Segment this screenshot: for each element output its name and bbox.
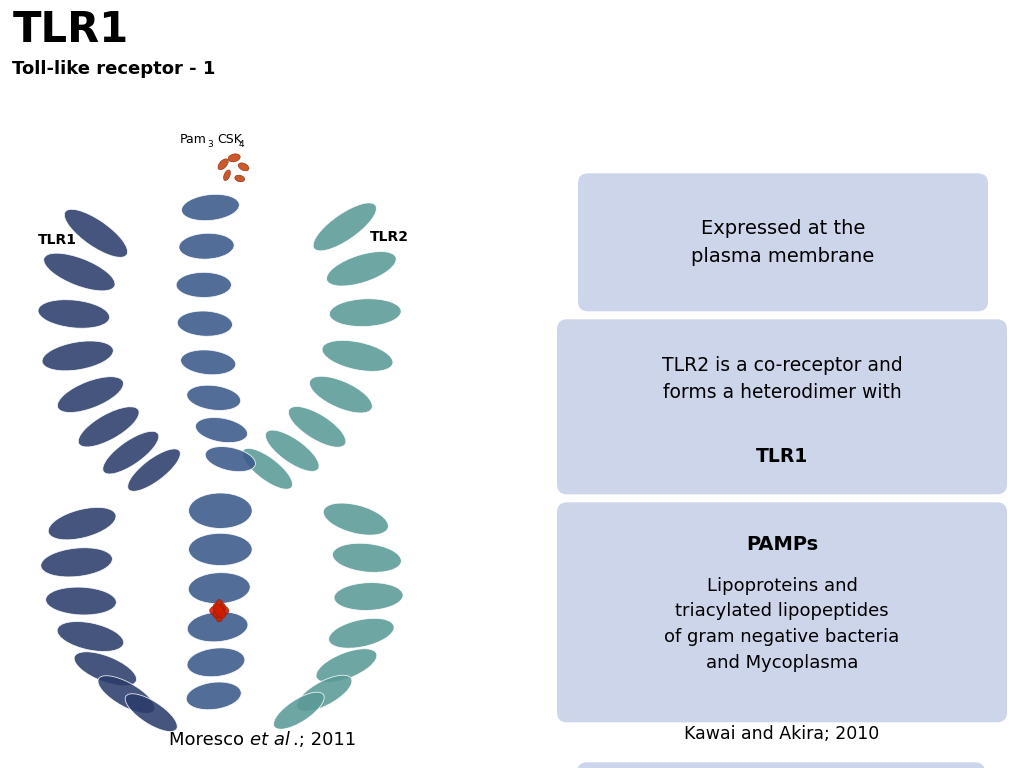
Ellipse shape bbox=[297, 675, 352, 711]
Ellipse shape bbox=[176, 273, 231, 297]
Ellipse shape bbox=[239, 163, 249, 170]
Text: Lipoproteins and
triacylated lipopeptides
of gram negative bacteria
and Mycoplas: Lipoproteins and triacylated lipopeptide… bbox=[665, 577, 900, 672]
Ellipse shape bbox=[188, 493, 252, 528]
Text: Expressed at the
plasma membrane: Expressed at the plasma membrane bbox=[691, 219, 874, 266]
Ellipse shape bbox=[213, 604, 225, 618]
Text: Moresco: Moresco bbox=[169, 731, 250, 749]
FancyBboxPatch shape bbox=[578, 174, 988, 311]
Ellipse shape bbox=[213, 604, 225, 618]
Ellipse shape bbox=[333, 543, 401, 572]
FancyBboxPatch shape bbox=[577, 763, 985, 768]
Ellipse shape bbox=[273, 692, 325, 730]
FancyBboxPatch shape bbox=[557, 319, 1007, 495]
Text: PAMPs: PAMPs bbox=[745, 535, 818, 554]
Ellipse shape bbox=[228, 154, 241, 162]
Text: TLR1: TLR1 bbox=[38, 233, 77, 247]
Ellipse shape bbox=[218, 159, 228, 170]
Text: CSK: CSK bbox=[218, 134, 243, 146]
Ellipse shape bbox=[214, 599, 224, 622]
Text: Pam: Pam bbox=[179, 134, 207, 146]
Ellipse shape bbox=[177, 311, 232, 336]
Ellipse shape bbox=[42, 341, 114, 371]
Ellipse shape bbox=[74, 652, 136, 686]
Ellipse shape bbox=[186, 386, 241, 410]
Ellipse shape bbox=[179, 233, 234, 259]
Ellipse shape bbox=[313, 203, 377, 251]
Ellipse shape bbox=[188, 533, 252, 565]
Ellipse shape bbox=[46, 587, 117, 615]
Text: et al: et al bbox=[250, 731, 290, 749]
Ellipse shape bbox=[78, 407, 139, 447]
Ellipse shape bbox=[57, 621, 124, 651]
Text: 3: 3 bbox=[207, 141, 213, 150]
Ellipse shape bbox=[181, 194, 240, 220]
Ellipse shape bbox=[125, 694, 177, 732]
Ellipse shape bbox=[329, 618, 394, 648]
Text: TLR2 is a co-receptor and
forms a heterodimer with: TLR2 is a co-receptor and forms a hetero… bbox=[662, 356, 902, 402]
Ellipse shape bbox=[186, 682, 242, 710]
Ellipse shape bbox=[243, 449, 293, 489]
Text: Kawai and Akira; 2010: Kawai and Akira; 2010 bbox=[684, 725, 880, 743]
Text: .; 2011: .; 2011 bbox=[293, 731, 356, 749]
Ellipse shape bbox=[128, 449, 180, 492]
Ellipse shape bbox=[309, 376, 373, 413]
Text: TLR1: TLR1 bbox=[12, 9, 129, 51]
Ellipse shape bbox=[38, 300, 110, 328]
Ellipse shape bbox=[196, 418, 248, 442]
Ellipse shape bbox=[41, 548, 113, 577]
Ellipse shape bbox=[48, 508, 116, 540]
Ellipse shape bbox=[265, 430, 319, 472]
Text: TLR2: TLR2 bbox=[370, 230, 409, 243]
Ellipse shape bbox=[205, 446, 255, 472]
Ellipse shape bbox=[187, 612, 248, 642]
Ellipse shape bbox=[188, 573, 250, 604]
Ellipse shape bbox=[289, 406, 346, 447]
Text: Toll-like receptor - 1: Toll-like receptor - 1 bbox=[12, 60, 216, 78]
Ellipse shape bbox=[223, 170, 230, 180]
Text: 4: 4 bbox=[239, 141, 245, 150]
Ellipse shape bbox=[98, 676, 155, 713]
Ellipse shape bbox=[322, 340, 393, 372]
Ellipse shape bbox=[210, 605, 229, 617]
Ellipse shape bbox=[57, 376, 124, 412]
Ellipse shape bbox=[316, 649, 377, 682]
Ellipse shape bbox=[334, 583, 403, 611]
Ellipse shape bbox=[327, 252, 396, 286]
FancyBboxPatch shape bbox=[557, 502, 1007, 723]
Ellipse shape bbox=[187, 648, 245, 677]
Ellipse shape bbox=[44, 253, 115, 291]
Ellipse shape bbox=[330, 299, 401, 326]
Ellipse shape bbox=[180, 350, 236, 375]
Ellipse shape bbox=[65, 210, 128, 257]
Ellipse shape bbox=[102, 432, 159, 474]
Ellipse shape bbox=[234, 175, 245, 182]
Ellipse shape bbox=[324, 503, 388, 535]
Text: TLR1: TLR1 bbox=[756, 447, 808, 466]
